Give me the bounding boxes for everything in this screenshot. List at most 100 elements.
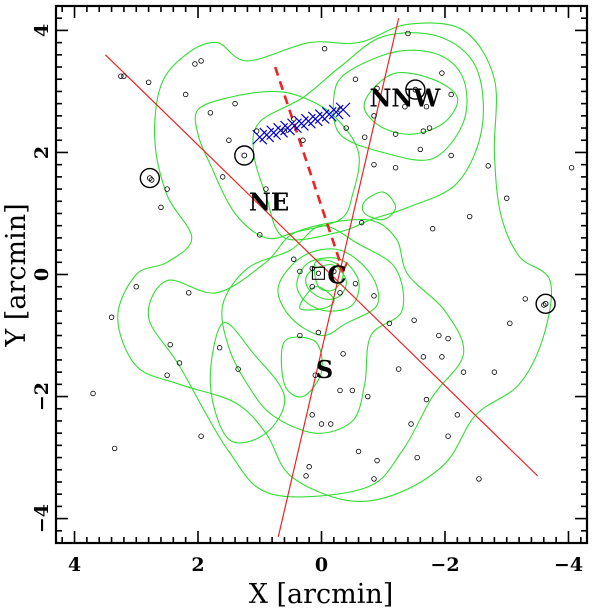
bright-galaxy-core xyxy=(542,300,549,307)
galaxy-point xyxy=(362,134,368,140)
region-label-c: C xyxy=(327,261,346,290)
galaxy-point xyxy=(386,320,393,327)
galaxy-point xyxy=(448,152,454,159)
contour-0 xyxy=(363,72,459,135)
region-label-ne: NE xyxy=(249,187,289,216)
galaxy-point xyxy=(328,421,334,427)
galaxy-point xyxy=(371,476,377,482)
galaxy-point xyxy=(429,226,436,232)
galaxy-point xyxy=(309,412,315,418)
galaxy-point xyxy=(568,165,575,171)
galaxy-point xyxy=(417,146,423,153)
galaxy-point xyxy=(343,125,349,131)
galaxy-point xyxy=(402,103,408,110)
bright-galaxy-ring xyxy=(139,167,161,189)
tick-labels: 4 2 0 −2 −4 −4 −2 0 2 4 xyxy=(31,24,583,576)
y-tick-label: −2 xyxy=(31,382,53,411)
galaxy-point xyxy=(420,354,427,360)
bright-galaxy-core xyxy=(241,152,248,159)
galaxy-point xyxy=(121,73,127,79)
region-label-s: S xyxy=(316,355,333,384)
galaxy-point xyxy=(321,46,328,52)
contour-9 xyxy=(305,264,347,300)
galaxy-point xyxy=(454,412,461,418)
galaxy-point xyxy=(133,284,139,290)
red-line-nnw-s xyxy=(277,18,400,538)
galaxy-point xyxy=(395,366,402,372)
blue-cross-stroke xyxy=(335,102,351,118)
galaxy-point xyxy=(355,448,362,455)
contour-13 xyxy=(209,322,286,444)
galaxy-point xyxy=(198,433,204,439)
galaxy-point xyxy=(309,284,315,290)
galaxy-point xyxy=(491,369,498,375)
contour-7 xyxy=(277,248,380,337)
galaxy-point xyxy=(423,103,430,110)
galaxy-point xyxy=(371,293,377,299)
blue-crosses xyxy=(252,102,351,145)
contour-5 xyxy=(361,191,397,221)
galaxy-point xyxy=(358,219,365,226)
galaxy-point xyxy=(522,296,528,302)
galaxy-point xyxy=(263,186,269,192)
galaxy-point xyxy=(291,256,297,262)
galaxy-point xyxy=(365,393,371,400)
galaxy-point xyxy=(220,174,226,180)
x-tick-label: 4 xyxy=(68,554,81,576)
galaxy-point xyxy=(408,421,414,427)
galaxy-point xyxy=(158,204,164,211)
x-tick-label: 0 xyxy=(315,554,328,576)
galaxy-point xyxy=(352,280,359,287)
galaxy-point xyxy=(445,335,451,342)
galaxy-point xyxy=(426,125,433,131)
galaxy-point xyxy=(145,79,152,85)
galaxy-point xyxy=(371,113,377,119)
galaxy-point xyxy=(392,131,399,137)
axis-ticks xyxy=(56,6,587,543)
red-line-ne-sw xyxy=(104,54,539,477)
galaxy-point xyxy=(297,332,303,339)
galaxy-point xyxy=(411,317,417,323)
galaxy-point xyxy=(303,473,309,479)
axis-lines xyxy=(104,18,539,538)
region-labels: NNW NE C S xyxy=(249,84,441,385)
galaxy-point xyxy=(182,91,189,98)
bright-galaxies xyxy=(139,79,556,314)
contour-4 xyxy=(194,90,360,240)
contour-2 xyxy=(252,32,484,241)
galaxy-point xyxy=(186,290,192,296)
galaxy-point xyxy=(111,445,118,452)
y-tick-label: −4 xyxy=(31,504,53,533)
galaxy-point xyxy=(405,30,411,37)
bright-galaxy-core xyxy=(412,86,419,93)
galaxy-point xyxy=(198,58,204,64)
galaxy-point xyxy=(460,369,467,375)
contour-6 xyxy=(221,225,405,434)
galaxy-point xyxy=(315,329,322,336)
galaxy-point xyxy=(374,85,380,92)
galaxy-point xyxy=(423,396,430,403)
bcg-point xyxy=(315,270,322,276)
x-tick-label: −4 xyxy=(554,554,583,576)
galaxy-point xyxy=(337,290,343,296)
galaxy-point xyxy=(349,387,356,394)
bright-galaxy-ring xyxy=(234,145,255,166)
bcg-marker xyxy=(311,266,325,280)
galaxy-point xyxy=(232,100,238,107)
galaxy-point xyxy=(108,314,115,320)
galaxy-point xyxy=(445,433,451,439)
contour-3 xyxy=(117,22,553,503)
galaxy-point xyxy=(226,137,232,143)
red-dashed-line xyxy=(273,66,345,272)
galaxy-point xyxy=(192,61,198,67)
galaxy-point xyxy=(420,128,427,134)
region-label-nnw: NNW xyxy=(369,84,441,113)
galaxy-point xyxy=(257,232,263,238)
galaxy-point xyxy=(216,345,223,351)
galaxy-point xyxy=(448,91,454,98)
galaxy-point xyxy=(439,354,445,360)
bcg-box xyxy=(311,266,325,280)
galaxy-point xyxy=(507,320,513,327)
galaxy-point xyxy=(371,161,377,168)
galaxy-point xyxy=(352,76,359,82)
